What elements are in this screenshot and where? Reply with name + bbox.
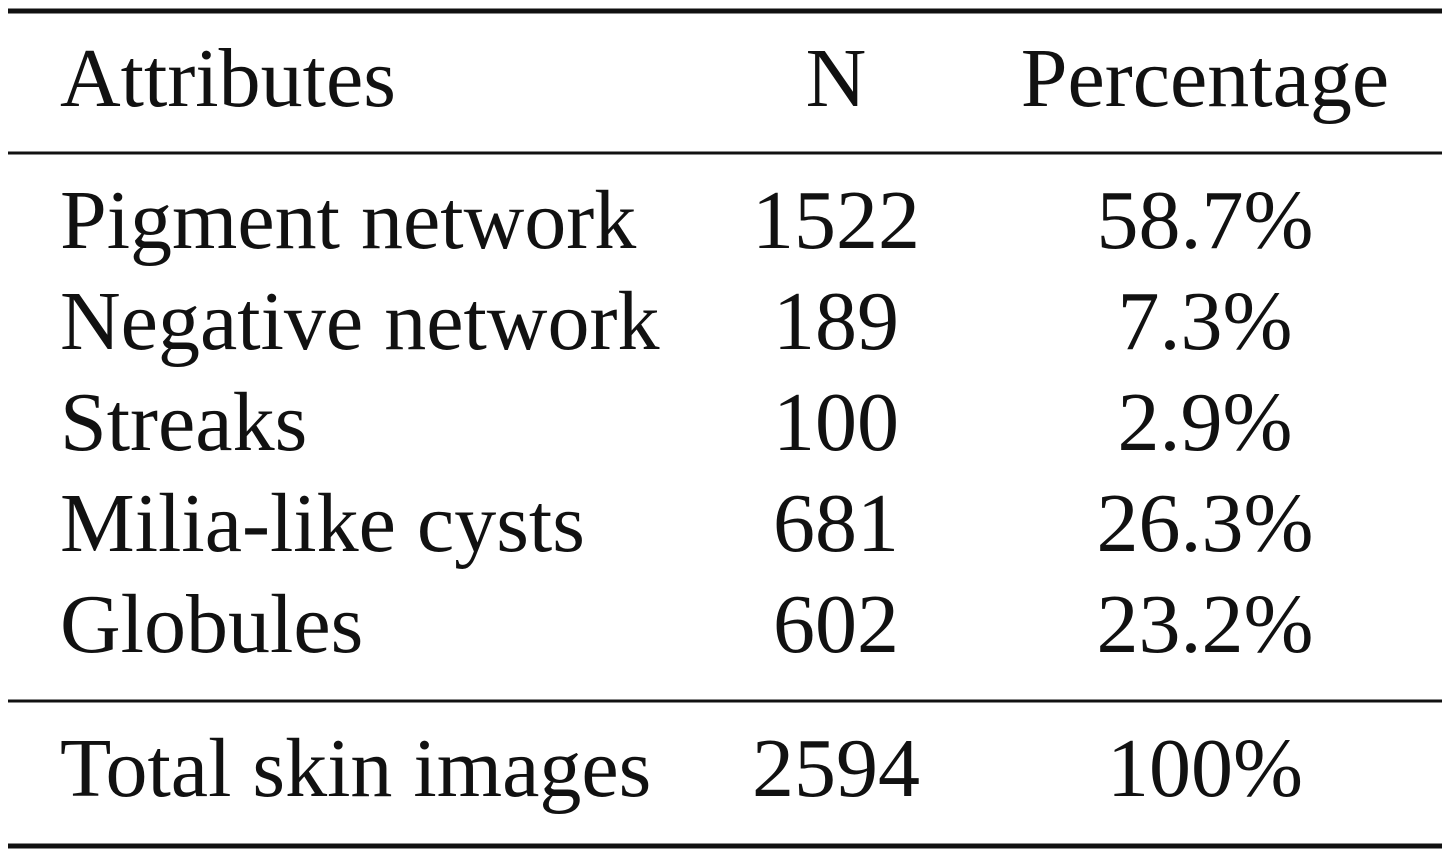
footer-cell: Total skin images: [60, 722, 651, 815]
header-cell: N: [806, 32, 867, 125]
footer-cell: 100%: [1107, 722, 1303, 815]
header-cell: Percentage: [1021, 32, 1389, 125]
cell: 681: [773, 477, 899, 570]
cell: 1522: [752, 174, 920, 267]
cell: 7.3%: [1118, 275, 1293, 368]
cell: 23.2%: [1097, 578, 1314, 671]
cell: Negative network: [60, 275, 659, 368]
footer-cell: 2594: [752, 722, 920, 815]
cell: 602: [773, 578, 899, 671]
cell: 100: [773, 376, 899, 469]
cell: 189: [773, 275, 899, 368]
cell: 2.9%: [1118, 376, 1293, 469]
header-cell: Attributes: [60, 32, 396, 125]
cell: Milia-like cysts: [60, 477, 585, 570]
cell: Globules: [60, 578, 363, 671]
cell: 26.3%: [1097, 477, 1314, 570]
cell: 58.7%: [1097, 174, 1314, 267]
cell: Pigment network: [60, 174, 636, 267]
cell: Streaks: [60, 376, 307, 469]
